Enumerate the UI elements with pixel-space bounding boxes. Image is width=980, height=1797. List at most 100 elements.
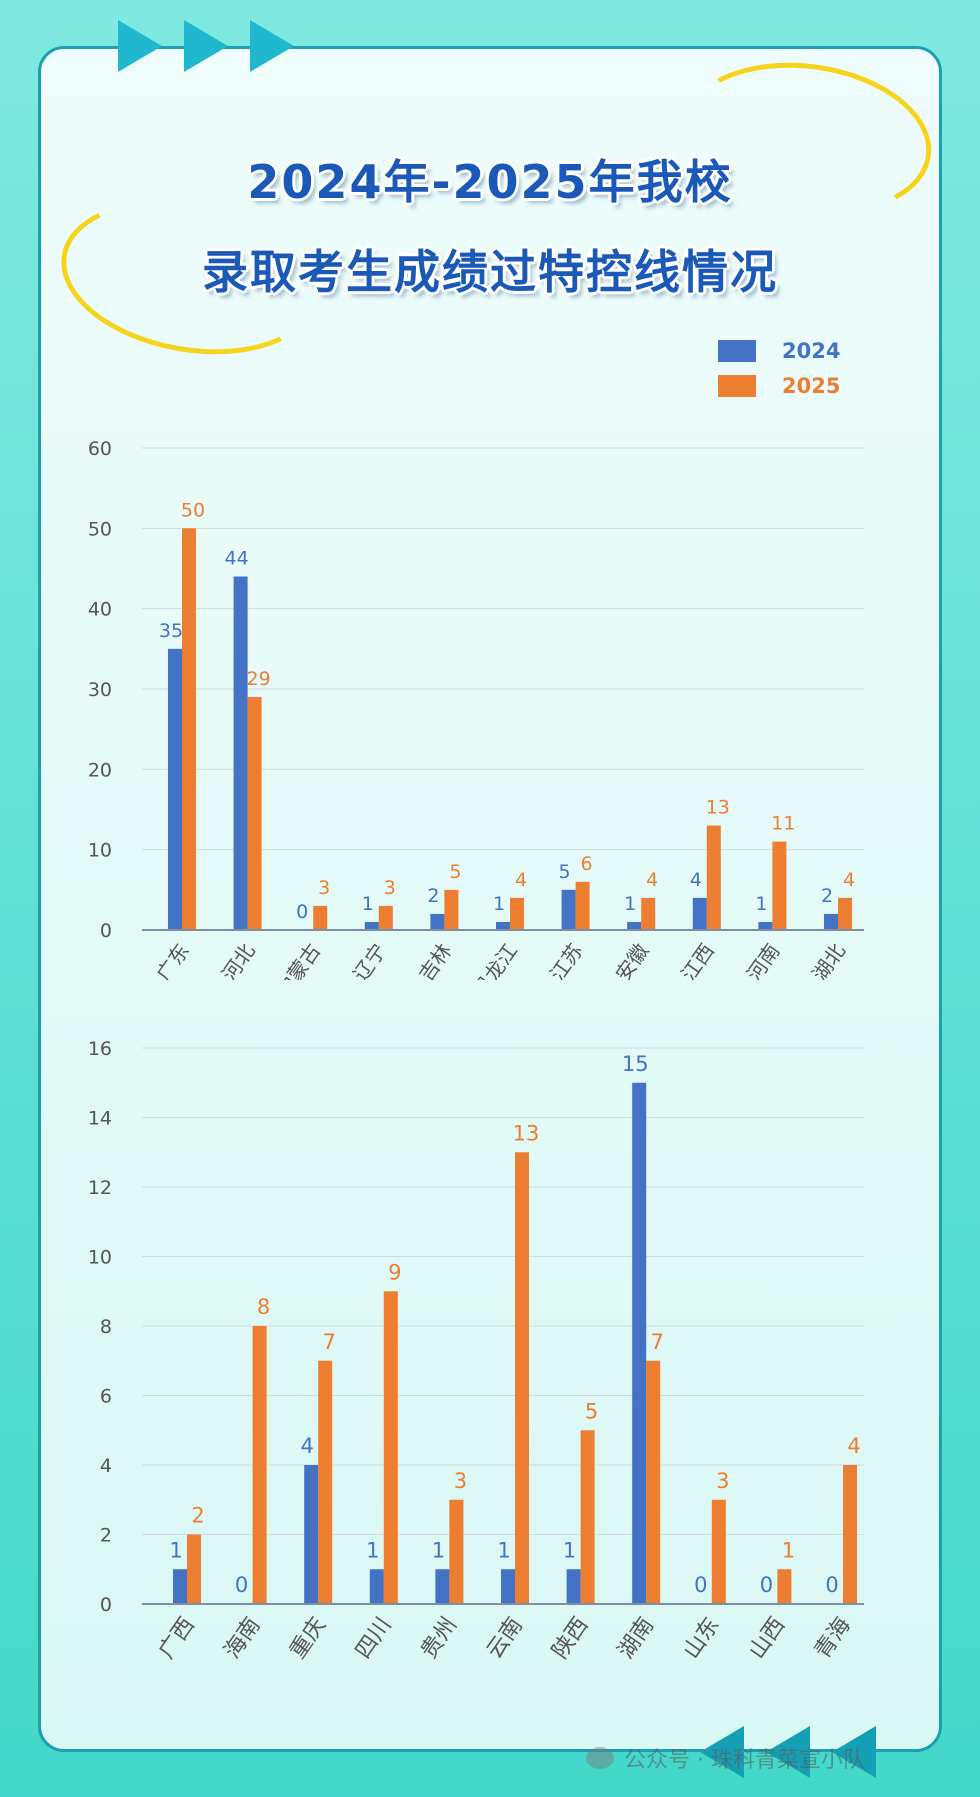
x-tick-label: 广东 [151,939,194,980]
bar-2025-广西 [187,1534,201,1604]
bar-2025-内蒙古 [313,905,328,930]
data-label-2025: 4 [847,1434,860,1458]
chevron-right-icon [118,20,162,72]
bar-2025-云南 [515,1152,529,1604]
x-tick-label: 山东 [679,1613,725,1663]
data-label-2024: 1 [493,893,505,915]
chevron-left-icon [766,1726,810,1778]
watermark-text: 公众号 · 珠科青菜宣小队 [624,1748,865,1773]
data-label-2024: 1 [624,893,636,915]
data-label-2024: 0 [694,1573,707,1597]
bar-2024-安徽 [627,921,642,930]
bar-2025-广东 [182,528,196,930]
bar-2025-河南 [772,841,787,930]
y-tick-label: 16 [88,1038,112,1060]
bar-2024-陕西 [566,1569,581,1604]
legend-swatch-2025 [718,375,756,397]
data-label-2024: 2 [821,885,833,907]
bar-2025-湖南 [646,1360,661,1604]
x-tick-label: 内蒙古 [271,939,325,980]
data-label-2025: 29 [247,668,271,690]
y-tick-label: 10 [88,840,112,862]
x-tick-label: 重庆 [285,1613,331,1663]
bar-2024-河南 [758,921,773,930]
y-tick-label: 2 [100,1525,112,1547]
data-label-2025: 13 [706,797,730,819]
page-title-line1: 2024年-2025年我校 [247,155,733,209]
bar-2024-吉林 [430,913,445,930]
bar-2024-广西 [173,1569,187,1604]
data-label-2024: 35 [159,620,183,642]
data-label-2024: 1 [366,1538,379,1562]
x-tick-label: 四川 [351,1613,397,1663]
legend-label-2025: 2025 [782,374,841,398]
chevron-left-icon [832,1726,876,1778]
bar-chart-southern-provinces: 024681012141612广西08海南47重庆19四川13贵州113云南15… [88,1038,864,1663]
data-label-2025: 3 [454,1469,467,1493]
data-label-2024: 0 [760,1573,773,1597]
data-label-2025: 11 [771,813,795,835]
x-tick-label: 青海 [810,1613,856,1663]
data-label-2025: 5 [449,861,461,883]
bar-2025-河北 [247,697,262,930]
x-tick-label: 吉林 [414,939,457,980]
bar-2024-江苏 [561,889,576,930]
x-tick-label: 湖北 [807,939,850,980]
bar-2024-湖南 [632,1082,647,1604]
bar-chart-northern-provinces: 01020304050603550广东4429河北03内蒙古13辽宁25吉林14… [88,438,864,980]
data-label-2025: 6 [581,853,593,875]
data-label-2024: 4 [690,869,702,891]
y-tick-label: 10 [88,1247,112,1269]
x-tick-label: 河南 [742,939,785,980]
data-label-2024: 0 [825,1573,838,1597]
data-label-2024: 4 [301,1434,314,1458]
x-tick-label: 黑龙江 [468,939,522,980]
bar-2025-吉林 [444,889,459,930]
bar-2024-河北 [233,576,248,930]
bar-2024-重庆 [304,1465,319,1604]
data-label-2025: 50 [181,499,205,521]
bar-2025-重庆 [318,1360,333,1604]
bar-2025-青海 [843,1465,857,1604]
y-tick-label: 4 [100,1455,112,1477]
x-tick-label: 云南 [482,1613,528,1663]
y-tick-label: 6 [100,1386,112,1408]
x-tick-label: 江苏 [545,939,588,980]
data-label-2025: 1 [782,1538,795,1562]
bar-2024-湖北 [824,913,838,930]
bar-2024-云南 [501,1569,515,1604]
bar-2025-陕西 [580,1430,595,1604]
bar-2025-山东 [711,1499,726,1604]
data-label-2024: 5 [559,861,571,883]
data-label-2024: 1 [432,1538,445,1562]
data-label-2025: 2 [191,1504,204,1528]
data-label-2025: 8 [257,1295,270,1319]
y-tick-label: 40 [88,599,112,621]
data-label-2024: 0 [235,1573,248,1597]
data-label-2024: 1 [169,1538,182,1562]
chevron-right-icon [184,20,228,72]
bar-2024-贵州 [435,1569,450,1604]
y-tick-label: 8 [100,1316,112,1338]
wechat-icon [586,1747,614,1769]
bar-2025-辽宁 [378,905,393,930]
bar-2025-山西 [777,1569,792,1604]
data-label-2024: 1 [563,1538,576,1562]
y-tick-label: 0 [100,1594,112,1616]
x-tick-label: 辽宁 [348,939,391,980]
x-tick-label: 贵州 [417,1613,463,1663]
page-title-line2: 录取考生成绩过特控线情况 [202,245,778,299]
x-tick-label: 广西 [154,1613,200,1663]
y-tick-label: 20 [88,759,112,781]
data-label-2024: 2 [427,885,439,907]
data-label-2024: 1 [755,893,767,915]
y-tick-label: 12 [88,1177,112,1199]
legend-item-2025: 2025 [718,374,840,398]
bar-2025-贵州 [449,1499,464,1604]
bar-2024-江西 [692,897,707,930]
bar-2024-辽宁 [364,921,379,930]
data-label-2024: 15 [622,1052,649,1076]
data-label-2025: 4 [843,869,855,891]
legend-label-2024: 2024 [782,339,841,363]
chevron-right-icon [250,20,294,72]
